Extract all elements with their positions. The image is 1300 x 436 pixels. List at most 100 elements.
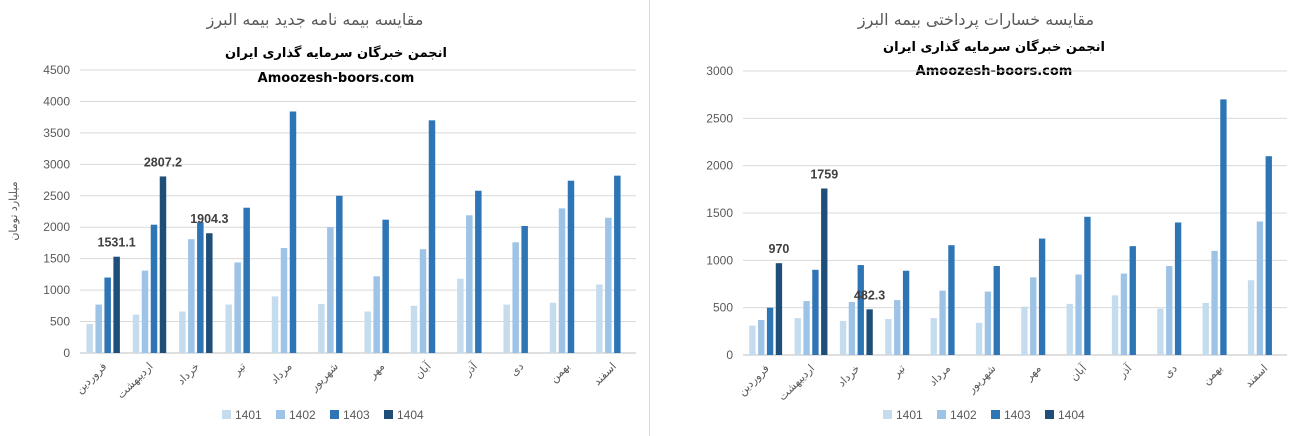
- bar-1402: [758, 319, 765, 355]
- bar-1403: [902, 270, 910, 355]
- bar-1402: [1030, 277, 1037, 355]
- bar-1404: [775, 263, 783, 355]
- legend-item-1402: 1402: [276, 408, 316, 422]
- legend-swatch: [883, 410, 892, 419]
- x-tick-label: آبان: [1067, 361, 1090, 384]
- x-tick-label: فروردین: [73, 360, 109, 396]
- bar-1401: [1157, 308, 1164, 355]
- legend-label: 1403: [343, 408, 370, 422]
- y-tick-label: 1000: [706, 253, 733, 267]
- x-tick-label: مرداد: [926, 362, 953, 389]
- x-tick-label: شهریور: [307, 360, 341, 394]
- x-tick-label: آبان: [411, 359, 434, 382]
- legend-swatch: [937, 410, 946, 419]
- x-tick-label: دی: [508, 360, 527, 379]
- legend-swatch: [991, 410, 1000, 419]
- bar-1404: [866, 309, 873, 355]
- bar-1401: [271, 296, 279, 353]
- chart-title: مقایسه خسارات پرداختی بیمه البرز: [857, 10, 1094, 30]
- plot-area: 0 500 1000 1500 2000 2500 3000 3500 4000 4500 فرور…: [43, 63, 636, 422]
- bar-1401: [1247, 280, 1255, 355]
- chart-subtitle-2: Amoozesh-boors.com: [258, 71, 415, 86]
- bar-1401: [225, 304, 232, 353]
- data-label: 970: [769, 242, 790, 256]
- bar-1402: [939, 290, 946, 355]
- bar-1403: [993, 266, 1000, 355]
- y-tick-label: 1500: [43, 252, 70, 266]
- y-tick-label: 0: [63, 346, 70, 360]
- bar-1401: [1066, 303, 1073, 355]
- bar-1402: [1211, 250, 1218, 355]
- x-tick-label: بهمن: [1200, 362, 1225, 387]
- y-tick-label: 2000: [43, 220, 70, 234]
- x-tick-label: اسفند: [1242, 362, 1270, 390]
- bar-1403: [289, 111, 297, 353]
- chart-title: مقایسه بیمه نامه جدید بیمه البرز: [206, 10, 424, 30]
- legend-label: 1404: [1058, 408, 1085, 422]
- y-tick-label: 500: [50, 315, 70, 329]
- bar-1401: [549, 302, 557, 353]
- y-tick-label: 3000: [706, 64, 733, 78]
- bar-1403: [948, 245, 955, 355]
- bar-1402: [1166, 266, 1173, 355]
- legend-swatch: [276, 410, 285, 419]
- y-tick-label: 3500: [43, 126, 70, 140]
- legend-item-1401: 1401: [222, 408, 262, 422]
- y-axis-label: میلیارد تومان: [7, 181, 20, 240]
- bar-1404: [159, 176, 167, 353]
- legend-item-1403: 1403: [330, 408, 370, 422]
- bar-1403: [857, 265, 864, 355]
- bar-1403: [243, 207, 250, 353]
- legend-item-1402: 1402: [937, 408, 977, 422]
- bar-1403: [1220, 99, 1227, 356]
- bar-1402: [894, 300, 901, 355]
- y-tick-label: 2500: [43, 189, 70, 203]
- x-tick-label: فروردین: [736, 362, 772, 398]
- bar-1403: [1174, 222, 1182, 355]
- bar-1402: [373, 276, 380, 353]
- bar-1403: [766, 307, 774, 355]
- legend-swatch: [330, 410, 339, 419]
- y-tick-label: 1000: [43, 283, 70, 297]
- bar-1401: [132, 314, 140, 353]
- bar-1401: [457, 278, 464, 353]
- bar-1401: [179, 311, 186, 353]
- paid-claims-chart: مقایسه خسارات پرداختی بیمه البرز انجمن خ…: [706, 10, 1287, 422]
- x-tick-label: آذر: [1114, 361, 1135, 382]
- bar-1401: [885, 319, 892, 355]
- y-tick-label: 2000: [706, 159, 733, 173]
- y-tick-label: 1500: [706, 206, 733, 220]
- bar-1402: [1256, 221, 1264, 355]
- x-tick-label: خرداد: [835, 362, 862, 389]
- bar-1401: [749, 325, 756, 355]
- legend-item-1401: 1401: [883, 408, 923, 422]
- x-tick-label: دی: [1161, 362, 1180, 381]
- y-tick-label: 3000: [43, 157, 70, 171]
- bar-1401: [1021, 306, 1028, 355]
- bar-1402: [605, 217, 612, 353]
- panel-divider: [649, 0, 650, 436]
- plot-area: 0 500 1000 1500 2000 2500 3000 فروردین اردیبهشت خ…: [706, 64, 1287, 422]
- data-label: 1759: [810, 167, 838, 181]
- legend-swatch: [1045, 410, 1054, 419]
- bar-1403: [812, 269, 819, 355]
- x-tick-label: اردیبهشت: [776, 362, 817, 403]
- bar-1401: [794, 318, 801, 355]
- bar-1403: [475, 190, 482, 353]
- x-tick-label: مهر: [1022, 362, 1044, 384]
- legend-label: 1402: [950, 408, 977, 422]
- bar-1402: [141, 270, 149, 353]
- bar-1401: [503, 304, 510, 353]
- x-tick-label: اردیبهشت: [114, 360, 155, 401]
- bar-1402: [1075, 274, 1082, 355]
- bar-1402: [1120, 273, 1128, 355]
- legend-label: 1401: [896, 408, 923, 422]
- bar-1403: [567, 180, 575, 353]
- bar-1401: [975, 322, 983, 355]
- bar-1402: [188, 239, 195, 353]
- bar-1403: [428, 120, 436, 353]
- bar-1403: [150, 224, 158, 353]
- bar-1402: [280, 247, 288, 353]
- bar-1404: [113, 256, 120, 353]
- x-tick-label: مهر: [365, 360, 387, 382]
